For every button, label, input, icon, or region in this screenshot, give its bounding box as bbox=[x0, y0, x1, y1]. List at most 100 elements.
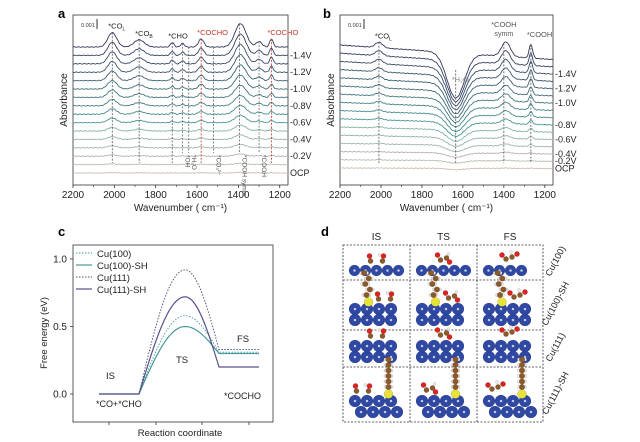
oxygen-atom bbox=[434, 252, 441, 258]
carbon-atom bbox=[500, 286, 507, 293]
carbon-atom bbox=[519, 356, 526, 363]
hydrogen-atom bbox=[446, 252, 451, 256]
carbon-atom bbox=[361, 270, 368, 277]
carbon-atom bbox=[445, 295, 452, 301]
x-tick-label: 1200 bbox=[534, 190, 557, 201]
carbon-atom bbox=[519, 367, 526, 374]
annotation-text: *H₂O bbox=[452, 75, 469, 84]
annotation-text: *CHO bbox=[168, 32, 188, 41]
plot-frame bbox=[72, 14, 289, 186]
oxygen-atom bbox=[380, 328, 387, 334]
spectrum-trace bbox=[339, 134, 553, 147]
hydrogen-atom bbox=[517, 288, 521, 292]
cu-atom-highlight bbox=[529, 410, 533, 414]
cu-atom-highlight bbox=[432, 399, 436, 403]
peak-annotation: *COOH symm bbox=[240, 155, 247, 196]
carbon-atom bbox=[519, 362, 526, 369]
cu-atom-highlight bbox=[456, 318, 460, 322]
carbon-atom bbox=[385, 356, 392, 363]
carbon-atom bbox=[452, 367, 459, 374]
annotation-text: *CO bbox=[135, 29, 149, 38]
free-energy-chart: 0.0 0.5 1.0 Reaction coordinate Free energy … bbox=[39, 244, 274, 439]
oxygen-atom bbox=[499, 252, 505, 258]
peak-annotation: *H₂O bbox=[190, 155, 197, 170]
legend-label: Cu(111)-SH bbox=[97, 285, 146, 296]
spectrum-trace bbox=[72, 124, 289, 132]
is-species-label: *CO+*CHO bbox=[96, 399, 142, 409]
annotation-text: *COOH bbox=[527, 30, 552, 39]
energy-profile-line bbox=[99, 325, 259, 395]
spectrum-trace bbox=[339, 150, 554, 158]
oxygen-atom bbox=[446, 259, 453, 265]
potential-label: -1.0V bbox=[290, 84, 312, 94]
cu-atom-highlight bbox=[397, 269, 401, 273]
cu-atom-highlight bbox=[432, 355, 436, 359]
oxygen-atom bbox=[454, 297, 461, 303]
row-label: Cu(100) bbox=[543, 244, 567, 277]
carbon-atom bbox=[363, 292, 370, 299]
potential-label: -1.4V bbox=[555, 69, 577, 79]
annotation-text: *OH bbox=[184, 155, 191, 168]
cu-atom-highlight bbox=[377, 307, 381, 311]
cu-atom-highlight bbox=[517, 410, 521, 414]
cu-atom-highlight bbox=[426, 410, 430, 414]
x-tick-label: 1600 bbox=[452, 190, 475, 201]
sulfur-atom bbox=[383, 389, 394, 399]
cu-atom-highlight bbox=[523, 399, 527, 403]
carbon-atom bbox=[385, 378, 392, 385]
carbon-atom bbox=[503, 256, 509, 262]
cu-atom-highlight bbox=[389, 307, 393, 311]
spectrum-trace bbox=[72, 94, 289, 107]
spectrum-trace bbox=[339, 67, 554, 111]
cu-atom-highlight bbox=[487, 307, 491, 311]
scale-bar-label: 0.001 bbox=[348, 23, 362, 29]
cu-atom-highlight bbox=[520, 269, 524, 273]
y-tick-label: 1.0 bbox=[53, 255, 67, 266]
cu-atom-highlight bbox=[386, 269, 390, 273]
x-tick-label: 2000 bbox=[103, 190, 126, 201]
cu-atom-highlight bbox=[395, 410, 399, 414]
y-axis-label: Absorbance bbox=[59, 73, 70, 127]
cu-atom-highlight bbox=[487, 318, 491, 322]
sulfur-atom bbox=[450, 389, 461, 399]
oxygen-atom bbox=[499, 327, 505, 333]
cu-atom-highlight bbox=[444, 307, 448, 311]
spectrum-trace bbox=[72, 162, 289, 166]
cu-atom-highlight bbox=[365, 344, 369, 348]
sulfur-atom bbox=[497, 297, 507, 307]
cu-atom-highlight bbox=[438, 410, 442, 414]
cu-atom-highlight bbox=[377, 318, 381, 322]
carbon-atom bbox=[509, 254, 515, 260]
peak-annotation: *COCHO bbox=[197, 28, 228, 37]
oxygen-atom bbox=[420, 382, 427, 388]
carbon-atom bbox=[375, 296, 382, 302]
cu-atom-highlight bbox=[462, 410, 466, 414]
panel-label-a: a bbox=[58, 6, 66, 21]
potential-label: OCP bbox=[555, 164, 575, 174]
oxygen-atom bbox=[522, 289, 528, 295]
hydrogen-atom bbox=[446, 327, 451, 331]
carbon-atom bbox=[437, 257, 444, 263]
panel-label-c: c bbox=[58, 224, 65, 239]
cu-atom-highlight bbox=[377, 355, 381, 359]
cu-atom-highlight bbox=[509, 269, 513, 273]
legend-label: Cu(100) bbox=[97, 249, 131, 260]
cu-atom-highlight bbox=[432, 307, 436, 311]
carbon-atom bbox=[503, 331, 509, 337]
cu-atom-highlight bbox=[493, 410, 497, 414]
spectrum-trace bbox=[339, 41, 554, 99]
spectrum-trace bbox=[72, 153, 289, 157]
carbon-atom bbox=[362, 281, 369, 288]
oxygen-atom bbox=[352, 383, 359, 389]
annotation-text: *CO₃²⁻ bbox=[215, 155, 222, 176]
carbon-atom bbox=[497, 292, 504, 299]
cu-atom-highlight bbox=[353, 399, 357, 403]
carbon-atom bbox=[511, 294, 517, 300]
hydrogen-atom bbox=[509, 325, 513, 329]
oxygen-atom bbox=[485, 382, 491, 388]
cu-atom-highlight bbox=[523, 307, 527, 311]
potential-label: -1.4V bbox=[290, 50, 312, 60]
cu-atom-highlight bbox=[377, 399, 381, 403]
spectrum-trace bbox=[72, 23, 289, 48]
carbon-atom bbox=[385, 362, 392, 369]
